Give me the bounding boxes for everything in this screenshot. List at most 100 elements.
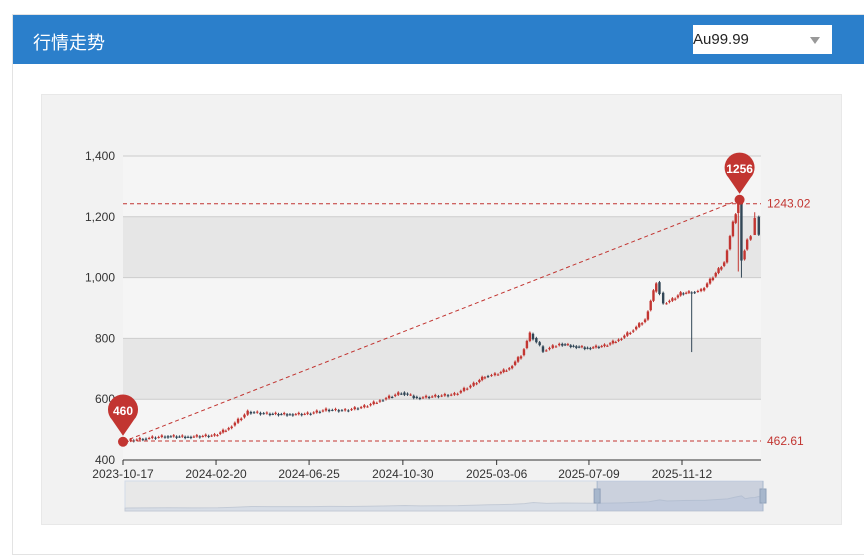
- candle-body: [466, 388, 469, 390]
- y-tick-label: 800: [95, 331, 115, 345]
- candle-body: [181, 435, 184, 437]
- candle-body: [291, 414, 295, 416]
- candle-body: [163, 436, 167, 438]
- candle-body: [594, 345, 598, 348]
- candle-body: [583, 347, 586, 349]
- candle-body: [144, 438, 148, 440]
- candle-body: [387, 395, 391, 399]
- candle-body: [614, 342, 617, 344]
- candle-body: [277, 414, 280, 416]
- candle-body: [462, 387, 466, 391]
- candle-body: [219, 432, 222, 434]
- candle-body: [737, 203, 740, 213]
- candle-body: [513, 361, 517, 365]
- candle-body: [175, 436, 178, 438]
- candle-body: [207, 435, 210, 437]
- candle-body: [640, 323, 644, 325]
- candle-body: [611, 340, 615, 344]
- candle-body: [480, 376, 484, 381]
- grid-band: [123, 399, 761, 460]
- candle-body: [363, 405, 366, 408]
- candle-body: [169, 436, 173, 438]
- candle-body: [720, 267, 723, 270]
- mark-point-pin: [108, 394, 138, 436]
- product-select[interactable]: Au99.99: [693, 25, 832, 54]
- candle-body: [757, 216, 760, 235]
- candle-body: [572, 345, 575, 347]
- candle-body: [138, 437, 142, 440]
- candle-body: [390, 397, 394, 399]
- y-tick-label: 1,400: [85, 149, 115, 163]
- candle-body: [400, 393, 403, 395]
- candle-body: [213, 434, 216, 436]
- candle-body: [321, 410, 325, 412]
- candle-body: [315, 410, 318, 413]
- candle-body: [154, 437, 157, 439]
- candle-body: [646, 311, 650, 320]
- candle-body: [262, 413, 265, 415]
- candle-body: [431, 396, 434, 398]
- candle-body: [418, 397, 422, 399]
- candle-body: [243, 414, 246, 418]
- candle-body: [496, 374, 500, 376]
- candle-body: [505, 370, 508, 372]
- candle-body: [725, 250, 729, 263]
- page-title: 行情走势: [33, 33, 105, 53]
- data-zoom-selection[interactable]: [597, 481, 763, 511]
- candle-body: [204, 434, 207, 437]
- caret-down-icon: [810, 37, 820, 44]
- candle-body: [340, 410, 344, 412]
- candle-body: [684, 292, 688, 294]
- candle-body: [415, 396, 419, 398]
- candle-body: [469, 385, 472, 388]
- candle-body: [210, 435, 213, 437]
- candle-body: [347, 410, 350, 412]
- candle-body: [740, 203, 743, 261]
- grid-band: [123, 338, 761, 400]
- candle-body: [545, 350, 548, 352]
- product-select-value: Au99.99: [693, 31, 749, 48]
- candle-body: [558, 343, 561, 346]
- candle-body: [538, 342, 541, 346]
- candle-body: [198, 436, 201, 438]
- candle-body: [629, 332, 632, 334]
- candle-body: [475, 383, 478, 385]
- candle-body: [589, 348, 592, 350]
- candle-body: [566, 344, 570, 346]
- candle-body: [717, 268, 720, 273]
- candle-body: [288, 414, 292, 416]
- grid-band: [123, 216, 761, 278]
- candle-body: [369, 404, 372, 406]
- candle-body: [486, 376, 490, 378]
- candle-body: [649, 300, 652, 311]
- candle-body: [256, 411, 259, 413]
- candle-body: [151, 436, 154, 439]
- candle-body: [626, 332, 629, 336]
- candle-body: [456, 393, 459, 395]
- candle-body: [249, 411, 253, 414]
- candle-body: [569, 345, 572, 348]
- candle-body: [519, 356, 523, 359]
- candle-body: [356, 408, 360, 410]
- candle-body: [230, 426, 233, 429]
- y-tick-label: 400: [95, 453, 115, 467]
- candle-body: [409, 394, 412, 396]
- candle-body: [283, 413, 286, 415]
- candle-body: [620, 338, 623, 340]
- candle-body: [450, 394, 453, 396]
- candle-body: [705, 283, 709, 287]
- candle-body: [696, 290, 700, 292]
- x-tick-label: 2025-03-06: [466, 467, 528, 481]
- candle-body: [166, 436, 170, 438]
- candle-body: [472, 382, 475, 386]
- candle-body: [189, 436, 193, 438]
- candle-body: [551, 345, 554, 348]
- candle-body: [294, 414, 297, 416]
- x-tick-label: 2024-10-30: [372, 467, 434, 481]
- header-bar: 行情走势 Au99.99: [13, 15, 864, 64]
- candle-body: [350, 409, 353, 411]
- candle-body: [359, 407, 363, 409]
- candle-body: [676, 295, 680, 298]
- candle-body: [658, 282, 661, 295]
- candle-body: [753, 218, 756, 236]
